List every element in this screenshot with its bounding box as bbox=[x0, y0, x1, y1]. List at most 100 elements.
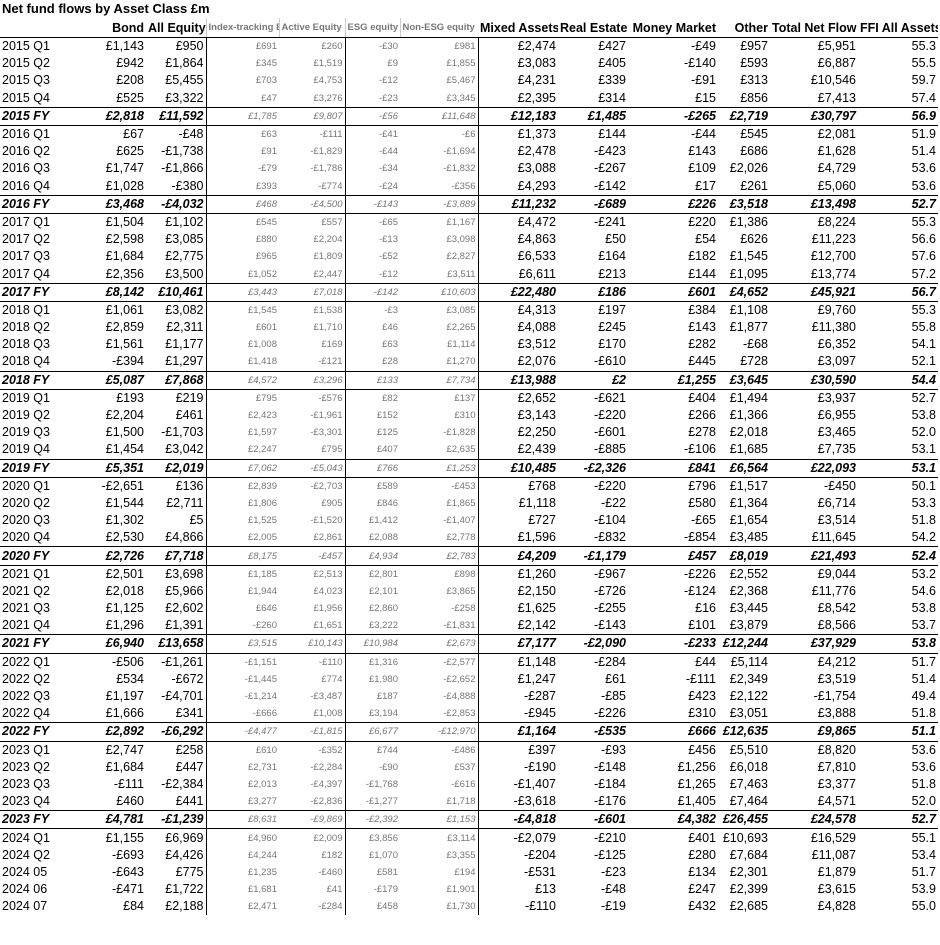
table-cell: £50 bbox=[605, 232, 626, 247]
table-cell: -£226 bbox=[594, 706, 626, 721]
table-cell: -£1,738 bbox=[146, 143, 207, 161]
table-cell: £3,500 bbox=[146, 265, 207, 284]
table-cell: £84 bbox=[123, 899, 144, 914]
table-cell: 55.5 bbox=[911, 56, 936, 71]
table-cell: £45,921 bbox=[770, 282, 858, 302]
period-label: 2019 Q1 bbox=[2, 390, 50, 405]
table-cell: -£3 bbox=[384, 304, 398, 316]
column-header: All Equity bbox=[146, 18, 206, 38]
table-cell: £170 bbox=[598, 337, 626, 352]
table-cell: 54.4 bbox=[858, 370, 938, 390]
table-cell: £314 bbox=[598, 90, 626, 105]
table-cell: -£85 bbox=[600, 689, 626, 704]
table-cell: £545 bbox=[740, 127, 768, 142]
table-cell: £9,760 bbox=[817, 302, 856, 317]
table-cell: £727 bbox=[528, 513, 556, 528]
table-cell: £12,635 bbox=[718, 722, 770, 742]
table-cell: £143 bbox=[688, 320, 716, 335]
table-cell: -£380 bbox=[146, 177, 207, 196]
table-cell: £11,776 bbox=[811, 583, 856, 598]
table-cell: -£142 bbox=[594, 178, 626, 193]
table-cell: £2,818 bbox=[62, 106, 146, 126]
table-cell: -£65 bbox=[690, 513, 716, 528]
table-cell: £4,231 bbox=[517, 73, 556, 88]
table-cell: £6,955 bbox=[817, 408, 856, 423]
table-cell: 52.7 bbox=[858, 194, 938, 214]
table-cell: £345 bbox=[255, 58, 277, 70]
table-cell: £4,023 bbox=[279, 582, 346, 600]
table-cell: -£616 bbox=[400, 775, 479, 794]
table-row: 2018 Q1 £1,061 £3,082 £1,545 £1,538 -£3 £3,085… bbox=[0, 301, 938, 319]
table-cell: £9,865 bbox=[770, 722, 858, 742]
table-cell: £625 bbox=[116, 144, 144, 159]
table-cell: £47 bbox=[261, 92, 277, 104]
table-cell: -£12,970 bbox=[400, 722, 479, 742]
table-cell: £1,143 bbox=[105, 39, 144, 54]
table-cell: £67 bbox=[123, 127, 144, 142]
table-cell: £1,980 bbox=[368, 673, 398, 685]
table-cell: £11,645 bbox=[811, 530, 856, 545]
table-cell: -£2,079 bbox=[513, 830, 556, 845]
table-cell: £2,265 bbox=[400, 319, 479, 337]
table-cell: £10,546 bbox=[810, 73, 856, 88]
table-cell: 55.3 bbox=[911, 39, 936, 54]
table-row: 2023 Q3 -£111 -£2,384 £2,013 -£4,397 -£1,768-… bbox=[0, 775, 938, 794]
table-cell: £795 bbox=[279, 441, 346, 459]
table-cell: £16 bbox=[695, 601, 716, 616]
table-cell: £3,143 bbox=[517, 408, 556, 423]
table-cell: £125 bbox=[376, 427, 398, 439]
table-cell: £6,533 bbox=[517, 249, 556, 264]
table-cell: -£394 bbox=[112, 354, 144, 369]
table-cell: -£1,815 bbox=[279, 722, 346, 742]
table-cell: £4,934 bbox=[345, 546, 400, 566]
table-cell: £2,019 bbox=[146, 458, 207, 478]
table-cell: £460 bbox=[116, 794, 144, 809]
table-cell: £5,114 bbox=[730, 654, 768, 669]
table-cell: £7,868 bbox=[146, 370, 207, 390]
table-cell: -£832 bbox=[594, 530, 626, 545]
table-cell: -£110 bbox=[279, 653, 346, 671]
table-cell: £1,545 bbox=[247, 304, 277, 316]
table-cell: £4,209 bbox=[478, 546, 558, 566]
period-label: 2016 Q3 bbox=[2, 161, 50, 176]
table-cell: £2,726 bbox=[62, 546, 146, 566]
table-cell: £4,313 bbox=[517, 302, 556, 317]
table-cell: £2,839 bbox=[247, 480, 277, 492]
period-label: 2018 Q4 bbox=[2, 354, 50, 369]
table-cell: £2,101 bbox=[368, 585, 398, 597]
table-cell: £1,855 bbox=[400, 55, 479, 73]
table-cell: £3,277 bbox=[247, 796, 277, 808]
table-cell: £3,518 bbox=[718, 194, 770, 214]
table-cell: £981 bbox=[400, 37, 479, 56]
table-cell: £10,143 bbox=[279, 634, 346, 654]
table-cell: £11,592 bbox=[146, 106, 207, 126]
table-cell: £1,260 bbox=[517, 566, 556, 581]
table-cell: £397 bbox=[528, 742, 556, 757]
table-cell: £310 bbox=[688, 706, 716, 721]
table-row: 2024 Q2 -£693 £4,426 £4,244 £182 £1,070 £3,355… bbox=[0, 846, 938, 864]
table-cell: £208 bbox=[116, 73, 144, 88]
table-cell: 53.7 bbox=[911, 618, 936, 633]
table-cell: £703 bbox=[255, 75, 277, 87]
table-cell: £1,684 bbox=[105, 759, 144, 774]
table-cell: -£79 bbox=[257, 163, 277, 175]
period-label: 2020 Q3 bbox=[2, 513, 50, 528]
table-cell: £965 bbox=[255, 251, 277, 263]
table-row: 2016 Q4 £1,028 -£380 £393 -£774 -£24 -£356 £4,2… bbox=[0, 177, 938, 196]
table-cell: £3,114 bbox=[400, 828, 479, 847]
table-cell: -£2,836 bbox=[279, 793, 346, 811]
table-cell: £1,373 bbox=[517, 127, 556, 142]
table-row: 2017 Q4 £2,356 £3,500 £1,052 £2,447 -£12 £3,51… bbox=[0, 265, 938, 284]
table-cell: -£19 bbox=[600, 899, 626, 914]
table-cell: -£1,179 bbox=[558, 546, 628, 566]
table-cell: £7,062 bbox=[206, 458, 279, 478]
period-label: 2018 Q1 bbox=[2, 302, 50, 317]
table-cell: £1,730 bbox=[400, 898, 479, 916]
table-cell: £3,088 bbox=[517, 161, 556, 176]
table-cell: £1,405 bbox=[677, 794, 716, 809]
table-cell: £1,504 bbox=[105, 214, 144, 229]
table-cell: £186 bbox=[558, 282, 628, 302]
fy-total-row: 2016 FY £3,468 -£4,032 £468 -£4,500 -£143 -£3,… bbox=[0, 194, 938, 214]
table-cell: £589 bbox=[376, 480, 398, 492]
table-cell: -£68 bbox=[742, 337, 768, 352]
